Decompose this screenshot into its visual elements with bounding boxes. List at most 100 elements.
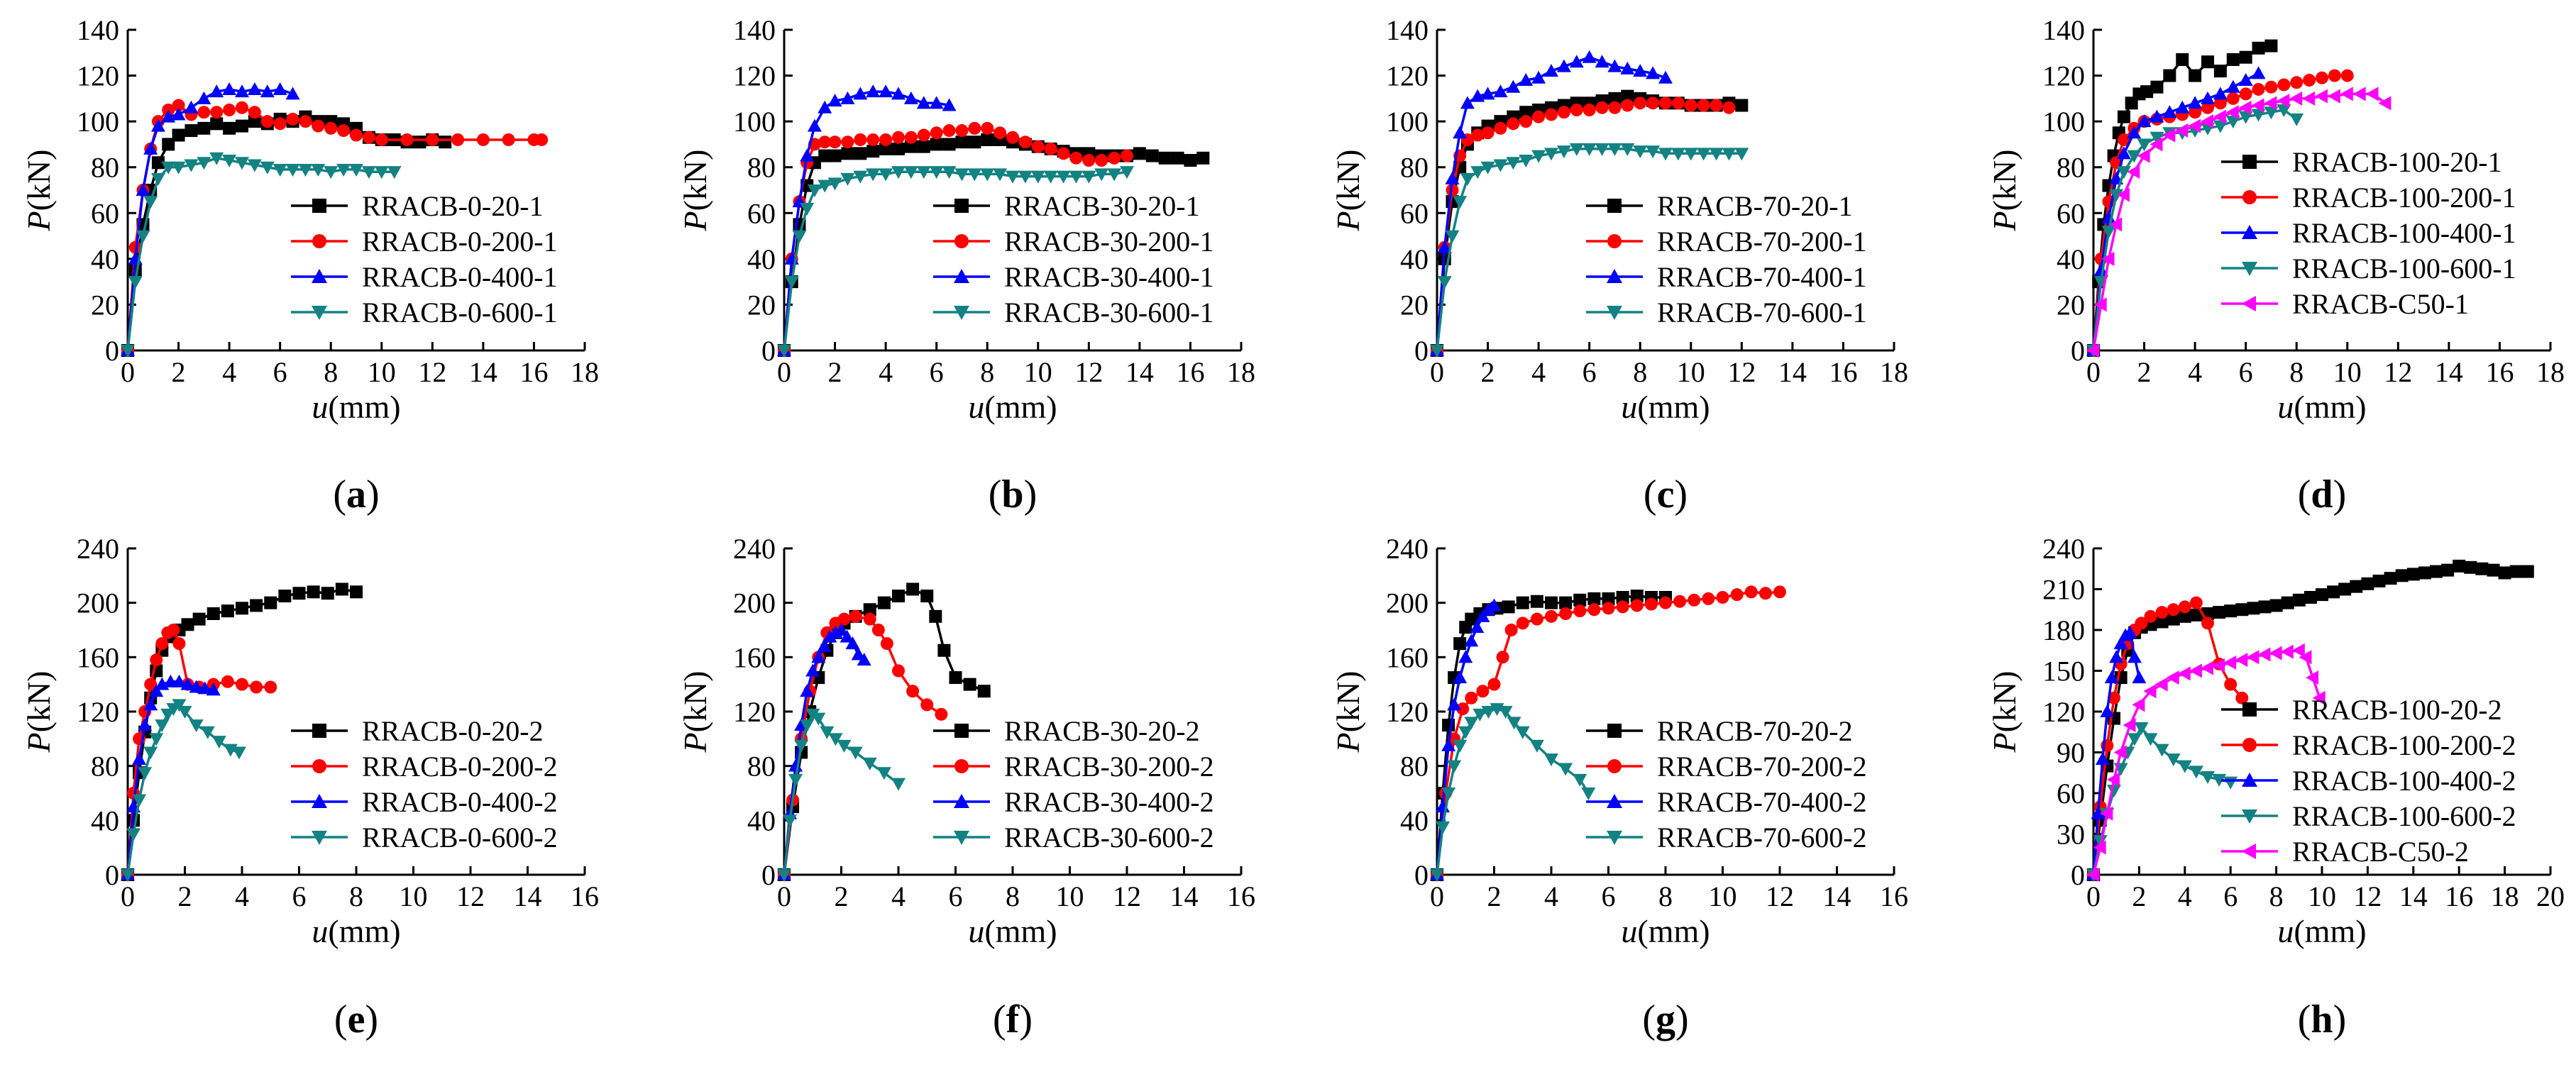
y-axis-label: P(kN) bbox=[1330, 671, 1366, 753]
series-RRACB-30-400-1 bbox=[777, 84, 957, 356]
x-tick-label: 8 bbox=[1658, 880, 1673, 912]
data-point bbox=[857, 653, 871, 666]
data-point bbox=[777, 869, 791, 882]
data-point bbox=[920, 590, 934, 603]
data-point bbox=[916, 166, 931, 179]
data-point bbox=[2178, 609, 2191, 623]
data-point bbox=[1493, 84, 1508, 98]
x-tick-label: 18 bbox=[1880, 356, 1908, 388]
data-point bbox=[1633, 64, 1648, 77]
data-point bbox=[1470, 89, 1485, 102]
data-point bbox=[1453, 670, 1468, 684]
data-point bbox=[1470, 620, 1485, 634]
data-point bbox=[2189, 608, 2203, 621]
y-tick-label: 140 bbox=[2042, 14, 2085, 46]
data-point bbox=[126, 828, 141, 841]
series-RRACB-C50-2 bbox=[2086, 643, 2325, 882]
data-point bbox=[2213, 606, 2226, 619]
legend-label: RRACB-100-20-1 bbox=[2292, 146, 2502, 178]
data-point bbox=[955, 136, 969, 149]
series-RRACB-0-400-1 bbox=[121, 82, 300, 356]
data-point bbox=[1493, 159, 1508, 172]
data-point bbox=[1184, 154, 1197, 167]
x-tick-label: 18 bbox=[1227, 356, 1255, 388]
data-point bbox=[2235, 691, 2249, 704]
data-point bbox=[1595, 101, 1609, 114]
y-axis-label: P(kN) bbox=[21, 150, 57, 232]
data-point bbox=[929, 96, 944, 109]
data-point bbox=[2113, 636, 2128, 650]
data-point bbox=[2176, 52, 2189, 66]
data-point bbox=[2302, 91, 2316, 106]
legend-label: RRACB-30-200-2 bbox=[1004, 751, 1214, 783]
data-point bbox=[286, 112, 299, 126]
data-point bbox=[350, 128, 363, 142]
data-point bbox=[167, 624, 180, 636]
data-point bbox=[189, 680, 204, 693]
y-tick-label: 40 bbox=[1400, 805, 1429, 836]
data-point bbox=[1630, 590, 1644, 603]
data-point bbox=[871, 624, 885, 636]
data-point bbox=[128, 241, 142, 254]
data-point bbox=[1465, 691, 1478, 704]
data-point bbox=[1460, 96, 1475, 109]
data-point bbox=[1069, 151, 1083, 165]
data-point bbox=[2258, 600, 2272, 614]
data-point bbox=[1556, 59, 1571, 72]
data-point bbox=[2175, 123, 2189, 138]
legend-label: RRACB-70-400-1 bbox=[1657, 261, 1867, 293]
data-point bbox=[818, 136, 832, 149]
data-point bbox=[136, 230, 150, 243]
data-point bbox=[2242, 262, 2257, 276]
data-point bbox=[180, 677, 195, 690]
data-point bbox=[853, 87, 868, 100]
data-point bbox=[1519, 155, 1534, 168]
data-point bbox=[2226, 92, 2240, 105]
data-point bbox=[2509, 565, 2523, 578]
data-point bbox=[2224, 604, 2238, 618]
data-point bbox=[955, 124, 969, 138]
data-point bbox=[1696, 148, 1711, 161]
data-point bbox=[1158, 151, 1172, 165]
data-point bbox=[138, 767, 153, 780]
data-point bbox=[312, 831, 327, 845]
legend-label: RRACB-70-600-2 bbox=[1657, 822, 1867, 853]
x-tick-label: 6 bbox=[273, 356, 287, 388]
data-point bbox=[1658, 70, 1673, 84]
chart-panel-e: 0 2 4 6 8 10 12 14 1604080120160200240u(mm)P(kN)… bbox=[21, 533, 599, 1041]
data-point bbox=[2137, 138, 2152, 152]
data-point bbox=[2144, 609, 2157, 623]
panel-label: (g) bbox=[1642, 997, 1688, 1041]
x-tick-label: 16 bbox=[1176, 356, 1204, 388]
data-point bbox=[1531, 70, 1546, 84]
data-point bbox=[1607, 269, 1622, 283]
data-point bbox=[2167, 603, 2180, 617]
series-line bbox=[1436, 595, 1666, 875]
data-point bbox=[2224, 678, 2238, 691]
data-point bbox=[1582, 50, 1597, 63]
x-tick-label: 8 bbox=[2269, 880, 2284, 912]
data-point bbox=[891, 778, 906, 791]
data-point bbox=[1735, 99, 1749, 112]
data-point bbox=[292, 587, 306, 600]
data-point bbox=[2189, 765, 2203, 779]
data-point bbox=[223, 104, 236, 116]
data-point bbox=[2095, 752, 2110, 765]
legend-label: RRACB-30-600-2 bbox=[1004, 822, 1214, 853]
data-point bbox=[879, 84, 893, 98]
data-point bbox=[1531, 150, 1546, 163]
x-axis-label: u(mm) bbox=[968, 389, 1057, 425]
y-tick-label: 40 bbox=[747, 243, 776, 275]
series-RRACB-30-600-1 bbox=[777, 166, 1134, 358]
data-point bbox=[1532, 110, 1546, 123]
data-point bbox=[2104, 670, 2119, 684]
data-point bbox=[818, 149, 832, 162]
data-point bbox=[236, 602, 248, 615]
y-tick-label: 200 bbox=[733, 587, 776, 619]
data-point bbox=[2188, 96, 2203, 109]
data-point bbox=[788, 773, 803, 787]
data-point bbox=[818, 179, 832, 193]
data-point bbox=[891, 166, 906, 179]
x-tick-label: 2 bbox=[1481, 356, 1495, 388]
